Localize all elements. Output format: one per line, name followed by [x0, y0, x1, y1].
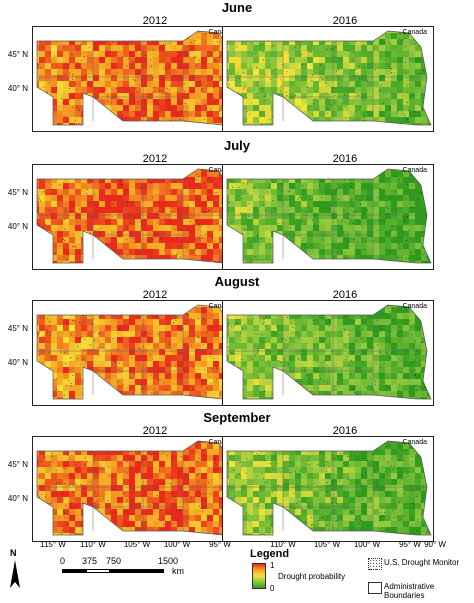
- year-label: 2016: [332, 425, 358, 437]
- drought-map-panel: Canada: [222, 26, 434, 132]
- legend-min-label: 0: [270, 584, 275, 593]
- year-label: 2016: [332, 289, 358, 301]
- scale-tick-2: 750: [106, 556, 122, 566]
- drought-map-panel: Canada: [32, 164, 240, 270]
- longitude-label: 100° W: [163, 540, 191, 549]
- year-label: 2012: [142, 289, 168, 301]
- scale-segment-1: [62, 569, 86, 573]
- drought-probability-map: [36, 440, 238, 536]
- legend-probability-label: Drought probability: [278, 572, 346, 581]
- latitude-label: 45° N: [7, 460, 28, 469]
- drought-map-panel: Canada: [222, 300, 434, 406]
- drought-probability-map: [36, 30, 238, 126]
- longitude-label: 105° W: [313, 540, 341, 549]
- monitor-swatch: [368, 558, 382, 570]
- boundaries-swatch: [368, 582, 382, 594]
- longitude-label: 100° W: [353, 540, 381, 549]
- drought-map-panel: Canada: [32, 436, 240, 542]
- drought-map-panel: Canada: [222, 164, 434, 270]
- longitude-label: 95° W: [209, 540, 231, 549]
- longitude-label: 110° W: [80, 540, 106, 549]
- drought-probability-map: [226, 304, 432, 400]
- north-label: N: [10, 548, 17, 558]
- drought-probability-map: [226, 168, 432, 264]
- latitude-label: 40° N: [7, 84, 28, 93]
- latitude-label: 45° N: [7, 188, 28, 197]
- scale-bar: 0 375 750 1500 km: [60, 556, 260, 586]
- longitude-label: 105° W: [123, 540, 151, 549]
- legend: Legend 1 0 Drought probability U.S. Drou…: [250, 548, 472, 600]
- year-label: 2012: [142, 153, 168, 165]
- month-title: August: [214, 274, 260, 289]
- latitude-label: 40° N: [7, 494, 28, 503]
- canada-label: Canada: [402, 303, 427, 310]
- drought-probability-map: [226, 30, 432, 126]
- scale-tick-3: 1500: [158, 556, 179, 566]
- latitude-label: 45° N: [7, 324, 28, 333]
- legend-monitor-label: U.S. Drought Monitor: [384, 558, 460, 567]
- scale-segment-2: [86, 569, 110, 573]
- drought-map-panel: Canada: [222, 436, 434, 542]
- year-label: 2016: [332, 153, 358, 165]
- month-title: September: [203, 410, 271, 425]
- legend-title: Legend: [250, 548, 290, 560]
- canada-label: Canada: [208, 439, 233, 446]
- year-label: 2016: [332, 15, 358, 27]
- latitude-label: 40° N: [7, 222, 28, 231]
- scale-tick-1: 375: [82, 556, 98, 566]
- year-label: 2012: [142, 15, 168, 27]
- drought-probability-map: [226, 440, 432, 536]
- canada-label: Canada: [402, 29, 427, 36]
- scale-tick-0: 0: [60, 556, 66, 566]
- canada-label: Canada: [208, 167, 233, 174]
- latitude-label: 40° N: [7, 358, 28, 367]
- scale-segment-3: [110, 569, 164, 573]
- drought-map-panel: Canada: [32, 300, 240, 406]
- latitude-label: 45° N: [7, 50, 28, 59]
- drought-map-panel: Canada: [32, 26, 240, 132]
- north-arrow-icon: [10, 560, 20, 588]
- legend-boundaries-label: Administrative Boundaries: [384, 582, 435, 600]
- drought-probability-map: [36, 168, 238, 264]
- longitude-label: 110° W: [270, 540, 296, 549]
- longitude-label: 115° W: [40, 540, 66, 549]
- canada-label: Canada: [208, 29, 233, 36]
- canada-label: Canada: [402, 439, 427, 446]
- longitude-label: 90° W: [424, 540, 446, 549]
- year-label: 2012: [142, 425, 168, 437]
- canada-label: Canada: [208, 303, 233, 310]
- month-title: June: [221, 0, 253, 15]
- canada-label: Canada: [402, 167, 427, 174]
- scale-unit: km: [172, 566, 184, 576]
- legend-color-ramp: [252, 563, 266, 589]
- legend-max-label: 1: [270, 561, 275, 570]
- month-title: July: [223, 138, 250, 153]
- longitude-label: 95° W: [399, 540, 421, 549]
- north-arrow: N: [8, 548, 22, 588]
- drought-probability-map: [36, 304, 238, 400]
